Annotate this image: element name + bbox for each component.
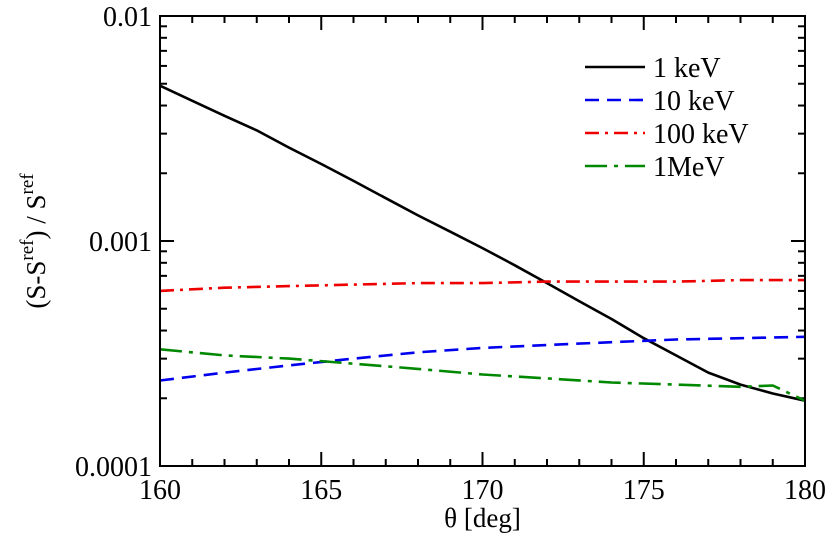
series-line-1-kev	[159, 84, 806, 402]
tick-labels-layer: 160 165 170 175 180 0.0001 0.001 0.01	[75, 2, 826, 506]
x-axis-label: θ [deg]	[444, 503, 521, 533]
y-tick-label: 0.01	[103, 2, 152, 33]
y-axis-label-part-1: (S-S	[21, 261, 51, 309]
y-axis-label-part-2: ) / S	[21, 194, 51, 239]
y-axis-label: (S-Sref) / Sref	[17, 173, 51, 309]
y-axis-label-sup-1: ref	[17, 239, 38, 261]
ticks-layer	[159, 15, 806, 467]
series-layer	[159, 84, 806, 402]
x-tick-label: 165	[300, 475, 342, 506]
series-line-10-kev	[159, 335, 806, 382]
y-tick-label: 0.001	[89, 227, 152, 258]
y-tick-label: 0.0001	[75, 452, 152, 483]
legend-label-1-kev: 1 keV	[653, 53, 721, 84]
plot-frame	[159, 15, 806, 467]
x-tick-label: 170	[462, 475, 504, 506]
x-tick-label: 180	[784, 475, 826, 506]
x-tick-label: 175	[623, 475, 665, 506]
legend-label-1mev: 1MeV	[653, 152, 725, 183]
y-axis-label-sup-2: ref	[17, 173, 38, 195]
series-line-100-kev	[159, 278, 805, 293]
x-tick-label: 160	[139, 475, 181, 506]
legend-label-100-kev: 100 keV	[653, 119, 749, 150]
series-line-1mev	[159, 348, 806, 402]
legend-label-10-kev: 10 keV	[653, 86, 735, 117]
